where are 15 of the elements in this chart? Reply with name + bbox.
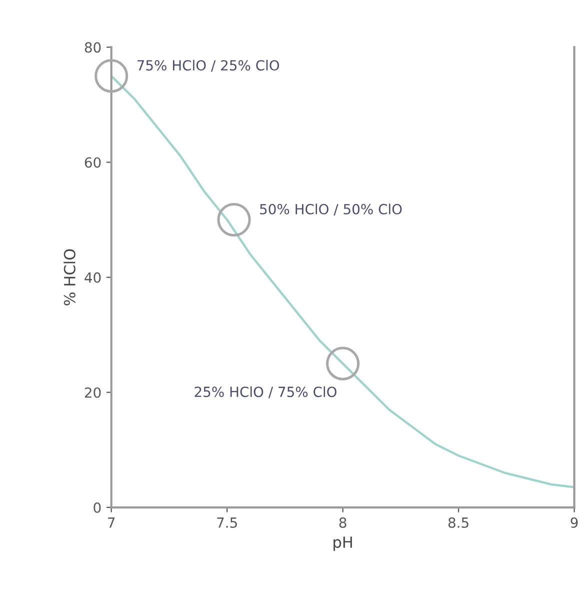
y-tick-label: 80: [84, 42, 101, 53]
y-tick-label: 40: [84, 272, 101, 283]
y-axis-title: % HClO: [64, 249, 76, 306]
annotation: 50% HClO / 50% ClO: [260, 204, 402, 216]
x-tick-label: 8: [339, 517, 346, 528]
y-tick-label: 20: [84, 387, 101, 398]
x-tick-label: 7: [108, 518, 115, 528]
annotation: 75% HClO / 25% ClO: [137, 60, 280, 72]
x-tick-label: 7.5: [217, 518, 237, 528]
annotation: 25% HClO / 75% ClO: [194, 386, 336, 398]
y-tick-label: 60: [84, 157, 101, 168]
x-tick-label: 8.5: [448, 517, 468, 528]
x-tick-label: 9: [570, 517, 578, 528]
y-tick-label: 0: [94, 502, 101, 513]
x-axis-title: pH: [334, 536, 352, 551]
